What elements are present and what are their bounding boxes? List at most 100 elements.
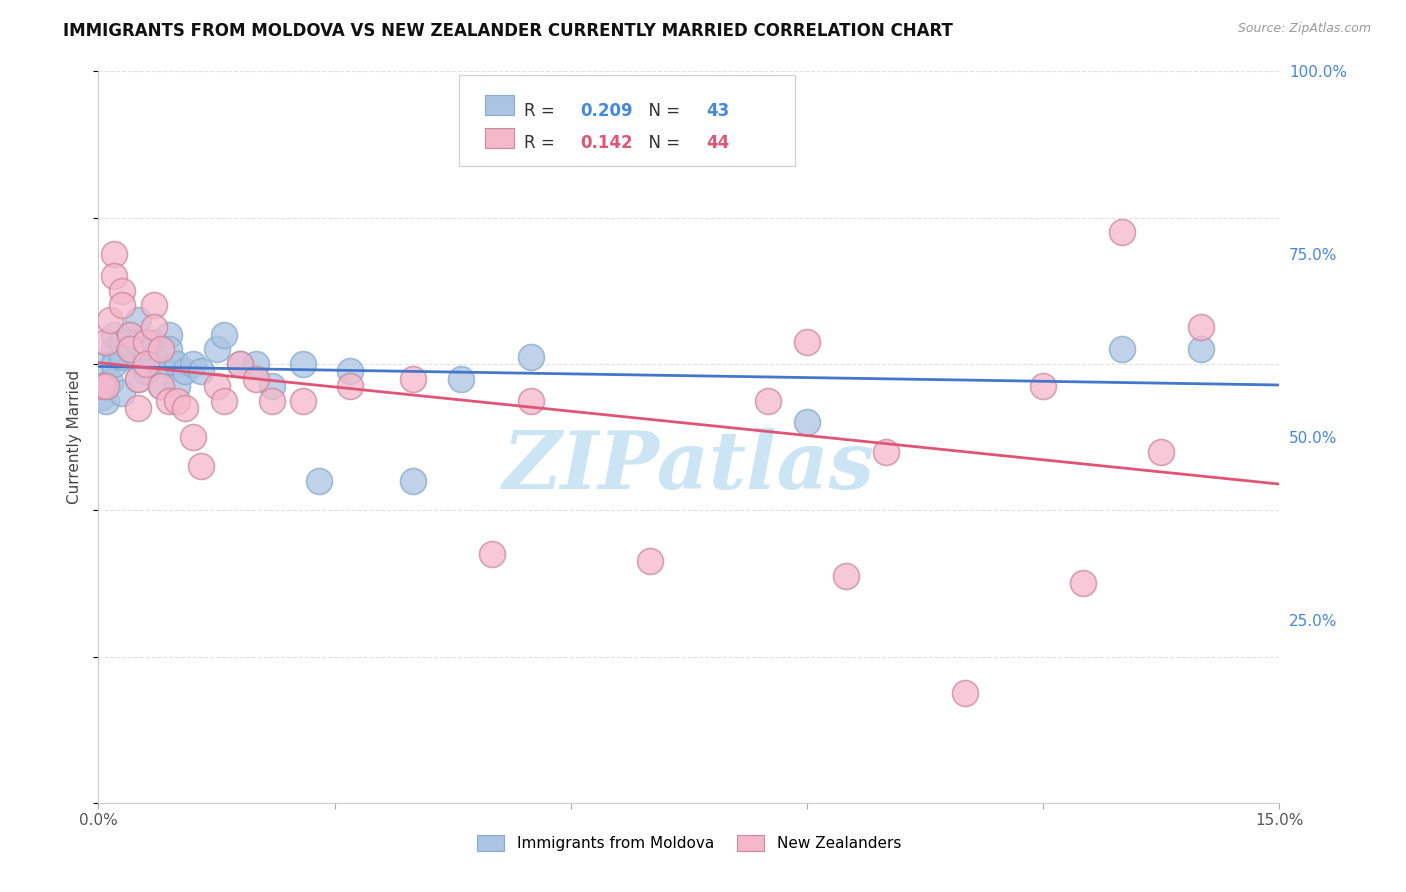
Point (103, 357, 125, 371)
Point (111, 284, 134, 298)
Point (150, 379, 173, 393)
Text: Source: ZipAtlas.com: Source: ZipAtlas.com (1237, 22, 1371, 36)
Point (135, 364, 157, 378)
Point (260, 379, 283, 393)
Point (835, 569, 858, 583)
Point (796, 416, 818, 430)
Point (142, 298, 165, 312)
Point (111, 386, 134, 401)
Point (127, 371, 149, 385)
Point (157, 327, 180, 342)
Point (91, 379, 114, 393)
Point (1032, 379, 1054, 393)
Point (150, 379, 173, 393)
Point (166, 357, 188, 371)
Point (118, 343, 141, 357)
Point (190, 459, 212, 474)
Point (103, 327, 125, 342)
Point (260, 393, 283, 408)
Point (174, 401, 197, 415)
FancyBboxPatch shape (458, 75, 796, 167)
Point (796, 334, 818, 349)
Text: 0.142: 0.142 (581, 134, 633, 152)
Point (229, 357, 252, 371)
Point (127, 401, 149, 415)
Point (638, 554, 661, 568)
Point (756, 393, 779, 408)
Point (111, 350, 134, 364)
FancyBboxPatch shape (485, 95, 515, 115)
Text: 44: 44 (707, 134, 730, 152)
Point (1111, 225, 1133, 239)
Point (339, 379, 361, 393)
Point (1150, 444, 1173, 458)
Point (181, 430, 204, 444)
Point (520, 393, 543, 408)
Point (1189, 320, 1212, 334)
Point (103, 269, 125, 284)
Point (150, 357, 173, 371)
Point (205, 379, 228, 393)
Text: ZIPatlas: ZIPatlas (503, 427, 875, 505)
Point (142, 334, 165, 349)
Point (98, 376, 121, 390)
Point (205, 343, 228, 357)
Point (118, 343, 141, 357)
Point (96, 357, 118, 371)
Point (292, 393, 315, 408)
Text: N =: N = (638, 103, 686, 120)
Point (127, 334, 149, 349)
Point (402, 371, 425, 385)
Point (520, 350, 543, 364)
Point (150, 343, 173, 357)
Point (96, 334, 118, 349)
Point (166, 379, 188, 393)
Point (142, 320, 165, 334)
Point (127, 313, 149, 327)
Point (142, 350, 165, 364)
Point (245, 357, 267, 371)
Point (111, 334, 134, 349)
Legend: Immigrants from Moldova, New Zealanders: Immigrants from Moldova, New Zealanders (471, 830, 907, 857)
Point (190, 364, 212, 378)
Point (1189, 343, 1212, 357)
Point (953, 686, 976, 700)
Y-axis label: Currently Married: Currently Married (67, 370, 83, 504)
Point (96, 379, 118, 393)
Point (135, 334, 157, 349)
Point (481, 547, 503, 561)
Point (135, 350, 157, 364)
Point (174, 364, 197, 378)
Point (402, 474, 425, 488)
Text: R =: R = (523, 134, 565, 152)
Point (111, 298, 134, 312)
Point (127, 371, 149, 385)
Point (118, 327, 141, 342)
Point (166, 393, 188, 408)
Point (96, 379, 118, 393)
Point (98, 313, 121, 327)
Point (103, 247, 125, 261)
Point (245, 371, 267, 385)
Point (1111, 343, 1133, 357)
Point (181, 357, 204, 371)
Point (292, 357, 315, 371)
Point (103, 343, 125, 357)
Point (229, 357, 252, 371)
Point (875, 444, 897, 458)
Point (135, 357, 157, 371)
Point (91, 390, 114, 404)
Point (96, 393, 118, 408)
Text: 43: 43 (707, 103, 730, 120)
Point (339, 364, 361, 378)
FancyBboxPatch shape (485, 128, 515, 148)
Point (157, 343, 180, 357)
Point (118, 327, 141, 342)
Text: N =: N = (638, 134, 686, 152)
Point (1071, 576, 1094, 591)
Point (157, 393, 180, 408)
Text: IMMIGRANTS FROM MOLDOVA VS NEW ZEALANDER CURRENTLY MARRIED CORRELATION CHART: IMMIGRANTS FROM MOLDOVA VS NEW ZEALANDER… (63, 22, 953, 40)
Text: 0.209: 0.209 (581, 103, 633, 120)
Point (308, 474, 330, 488)
Point (214, 327, 236, 342)
